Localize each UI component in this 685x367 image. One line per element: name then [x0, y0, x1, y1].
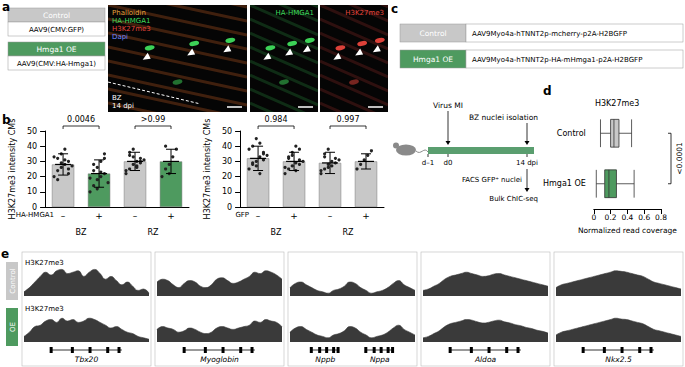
svg-text:50: 50 — [222, 127, 232, 136]
svg-text:<0.0001: <0.0001 — [675, 142, 684, 175]
svg-text:Hmga1 OE: Hmga1 OE — [543, 179, 586, 188]
svg-text:Virus MI: Virus MI — [433, 101, 463, 110]
svg-text:HA-HMGA1: HA-HMGA1 — [112, 17, 150, 25]
svg-text:RZ: RZ — [342, 228, 354, 237]
svg-text:+: + — [362, 211, 370, 221]
svg-text:Control: Control — [419, 29, 446, 38]
svg-text:RZ: RZ — [147, 228, 159, 237]
svg-text:AAV9Myo4a-hTNNT2p-HA-mHmga1-p2: AAV9Myo4a-hTNNT2p-HA-mHmga1-p2A-H2BGFP — [472, 56, 642, 64]
svg-text:0.2: 0.2 — [605, 213, 617, 222]
svg-text:–: – — [256, 211, 261, 221]
svg-text:AAV9Myo4a-hTNNT2p-mcherry-p2A-: AAV9Myo4a-hTNNT2p-mcherry-p2A-H2BGFP — [472, 30, 627, 38]
svg-text:30: 30 — [27, 157, 37, 166]
svg-text:10: 10 — [27, 187, 37, 196]
svg-text:BZ: BZ — [271, 228, 282, 237]
svg-text:Dapi: Dapi — [112, 33, 128, 41]
svg-text:FACS GFP⁺ nuclei: FACS GFP⁺ nuclei — [462, 176, 522, 184]
svg-text:0.0046: 0.0046 — [67, 115, 95, 124]
svg-text:AAV9(CMV:HA-Hmga1): AAV9(CMV:HA-Hmga1) — [17, 60, 96, 68]
svg-text:Phalloidin: Phalloidin — [112, 9, 146, 17]
svg-text:–: – — [61, 211, 66, 221]
svg-text:20: 20 — [222, 172, 232, 181]
svg-text:0.997: 0.997 — [337, 115, 360, 124]
svg-text:+: + — [95, 211, 103, 221]
svg-text:14 dpi: 14 dpi — [516, 159, 538, 167]
svg-text:30: 30 — [222, 157, 232, 166]
svg-text:Bulk ChIC-seq: Bulk ChIC-seq — [489, 195, 538, 203]
svg-text:GFP: GFP — [235, 211, 249, 219]
svg-text:0: 0 — [591, 213, 596, 222]
svg-text:H3K27me3: H3K27me3 — [595, 99, 639, 108]
svg-text:Normalized read coverage: Normalized read coverage — [578, 226, 677, 235]
svg-text:+: + — [167, 211, 175, 221]
svg-text:Hmga1 OE: Hmga1 OE — [413, 55, 453, 64]
svg-text:a: a — [2, 0, 10, 14]
svg-text:40: 40 — [222, 142, 232, 151]
svg-text:10: 10 — [222, 187, 232, 196]
svg-text:40: 40 — [27, 142, 37, 151]
svg-text:>0.99: >0.99 — [141, 115, 166, 124]
svg-text:BZ nuclei isolation: BZ nuclei isolation — [469, 113, 538, 122]
svg-text:Aldoa: Aldoa — [474, 355, 497, 364]
svg-text:0.4: 0.4 — [621, 213, 633, 222]
svg-text:Control: Control — [9, 268, 17, 293]
svg-text:H3K27me3: H3K27me3 — [345, 9, 384, 17]
svg-text:BZ: BZ — [112, 94, 122, 102]
svg-text:H3K27me3: H3K27me3 — [25, 259, 64, 267]
svg-text:Nppa: Nppa — [370, 355, 390, 364]
svg-text:HA-HMGA1: HA-HMGA1 — [276, 9, 314, 17]
svg-text:AAV9(CMV:GFP): AAV9(CMV:GFP) — [29, 26, 84, 34]
svg-text:20: 20 — [27, 172, 37, 181]
svg-text:HA-HMGA1: HA-HMGA1 — [16, 211, 54, 219]
svg-text:OE: OE — [9, 322, 17, 332]
svg-text:H3K27me3 intensity CMs: H3K27me3 intensity CMs — [203, 119, 212, 220]
svg-text:Tbx20: Tbx20 — [75, 355, 99, 364]
svg-text:14 dpi: 14 dpi — [112, 102, 134, 110]
svg-text:Nkx2.5: Nkx2.5 — [605, 355, 632, 364]
svg-text:H3K27me3: H3K27me3 — [112, 25, 151, 33]
svg-text:H3K27me3: H3K27me3 — [25, 305, 64, 313]
svg-text:–: – — [133, 211, 138, 221]
svg-text:d–1: d–1 — [422, 159, 434, 167]
svg-text:50: 50 — [27, 127, 37, 136]
svg-text:Hmga1 OE: Hmga1 OE — [36, 45, 76, 54]
svg-text:Nppb: Nppb — [315, 355, 335, 364]
svg-text:b: b — [2, 113, 11, 127]
svg-text:+: + — [290, 211, 298, 221]
svg-text:Control: Control — [43, 11, 70, 20]
svg-text:BZ: BZ — [76, 228, 87, 237]
svg-text:Myoglobin: Myoglobin — [200, 355, 239, 364]
svg-text:H3K27me3 intensity CMs: H3K27me3 intensity CMs — [8, 119, 17, 220]
svg-text:0.984: 0.984 — [265, 115, 288, 124]
svg-text:–: – — [328, 211, 333, 221]
svg-text:0.8: 0.8 — [655, 213, 667, 222]
svg-text:0.6: 0.6 — [638, 213, 650, 222]
svg-text:Control: Control — [557, 129, 586, 138]
svg-text:d0: d0 — [444, 159, 453, 167]
svg-text:c: c — [391, 2, 398, 16]
svg-text:d: d — [543, 84, 552, 98]
svg-text:0: 0 — [227, 203, 232, 212]
svg-text:e: e — [1, 247, 9, 261]
svg-text:0: 0 — [32, 203, 37, 212]
